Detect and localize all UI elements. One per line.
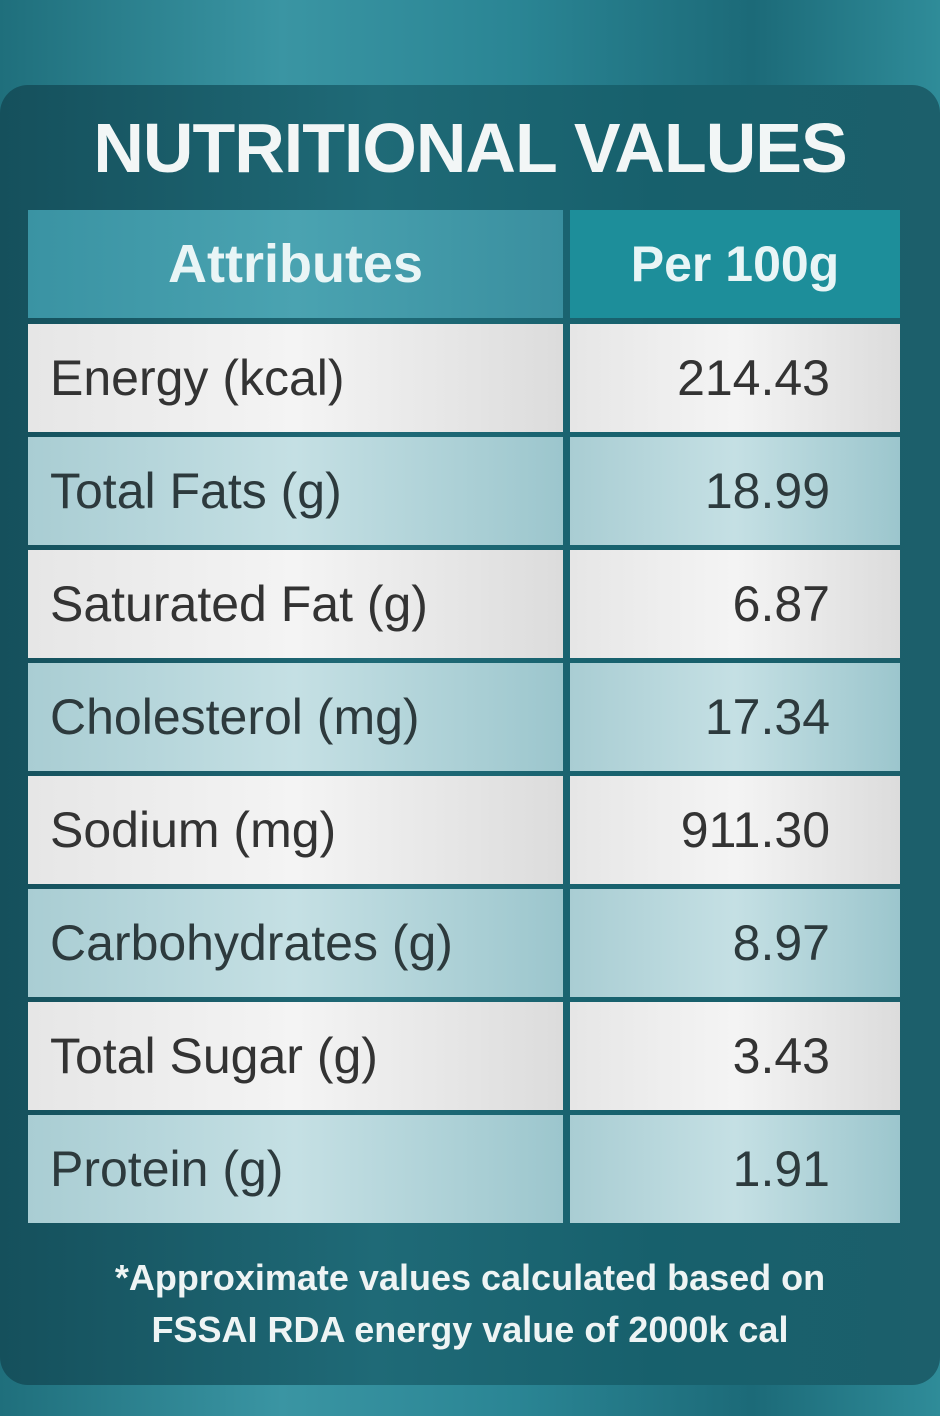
attribute-cell: Sodium (mg)	[28, 776, 563, 884]
value-cell: 1.91	[570, 1115, 900, 1223]
attribute-cell: Saturated Fat (g)	[28, 550, 563, 658]
footnote-line: *Approximate values calculated based on	[114, 1257, 826, 1298]
attribute-cell: Total Sugar (g)	[28, 1002, 563, 1110]
value-cell: 214.43	[570, 324, 900, 432]
value-cell: 18.99	[570, 437, 900, 545]
header-cell: Attributes	[28, 210, 563, 318]
header-row: Attributes Per 100g	[28, 210, 900, 318]
attribute-cell: Cholesterol (mg)	[28, 663, 563, 771]
table-row: Energy (kcal) 214.43	[28, 324, 900, 432]
attribute-cell: Energy (kcal)	[28, 324, 563, 432]
table-row: Sodium (mg) 911.30	[28, 776, 900, 884]
footnote: *Approximate values calculated based on F…	[0, 1252, 940, 1356]
attribute-cell: Protein (g)	[28, 1115, 563, 1223]
value-cell: 8.97	[570, 889, 900, 997]
table-row: Protein (g) 1.91	[28, 1115, 900, 1223]
table-row: Saturated Fat (g) 6.87	[28, 550, 900, 658]
value-cell: 911.30	[570, 776, 900, 884]
table-row: Total Fats (g) 18.99	[28, 437, 900, 545]
header-cell: Per 100g	[570, 210, 900, 318]
footnote-line: FSSAI RDA energy value of 2000k cal	[151, 1309, 789, 1350]
table-row: Total Sugar (g) 3.43	[28, 1002, 900, 1110]
title: NUTRITIONAL VALUES	[93, 109, 847, 187]
attribute-cell: Carbohydrates (g)	[28, 889, 563, 997]
value-cell: 17.34	[570, 663, 900, 771]
attribute-cell: Total Fats (g)	[28, 437, 563, 545]
value-cell: 3.43	[570, 1002, 900, 1110]
table-row: Cholesterol (mg) 17.34	[28, 663, 900, 771]
table-row: Carbohydrates (g) 8.97	[28, 889, 900, 997]
value-cell: 6.87	[570, 550, 900, 658]
